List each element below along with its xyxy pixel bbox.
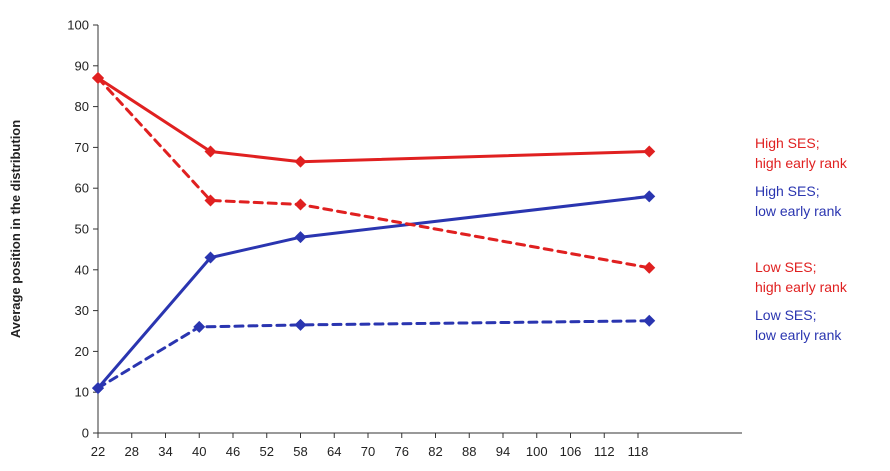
series-line	[96, 194, 651, 390]
series-line	[96, 76, 651, 270]
x-tick-label: 112	[594, 444, 615, 459]
data-point	[643, 145, 656, 158]
x-tick-label: 28	[125, 444, 139, 459]
series-label: Low SES; low early rank	[755, 307, 842, 343]
data-point	[643, 261, 656, 274]
data-point	[92, 382, 104, 395]
series-label: High SES; low early rank	[755, 183, 842, 219]
y-tick-label: 30	[75, 303, 89, 318]
y-axis-label: Average position in the distribution	[8, 120, 23, 338]
series-label-line: Low SES;	[755, 259, 816, 275]
series-label: High SES; high early rank	[755, 135, 848, 171]
y-tick-label: 100	[67, 18, 89, 33]
data-point	[643, 314, 656, 327]
y-tick-label: 70	[75, 140, 89, 155]
series-label-line: high early rank	[755, 155, 848, 171]
x-tick-label: 46	[226, 444, 240, 459]
axes: 0 10 20 30 40 50 60 70 80 90 100 22 28 34 40 46 52 58 64 70…	[67, 18, 742, 459]
data-point	[92, 72, 104, 85]
data-point	[193, 320, 206, 333]
y-tick-label: 80	[75, 99, 89, 114]
x-tick-label: 94	[496, 444, 510, 459]
x-tick-label: 64	[327, 444, 341, 459]
x-tick-label: 82	[428, 444, 442, 459]
data-point	[294, 198, 307, 211]
x-tick-label: 70	[361, 444, 375, 459]
series-line	[96, 319, 651, 390]
y-tick-label: 50	[75, 222, 89, 237]
x-tick-label: 52	[260, 444, 274, 459]
data-point	[294, 318, 307, 331]
series-label-line: High SES;	[755, 135, 820, 151]
data-point	[294, 231, 307, 244]
x-tick-label: 88	[462, 444, 476, 459]
x-tick-label: 22	[91, 444, 105, 459]
series-labels: High SES; high early rank High SES; low ear…	[755, 135, 848, 343]
series-label-line: High SES;	[755, 183, 820, 199]
series-label-line: Low SES;	[755, 307, 816, 323]
x-tick-label: 58	[293, 444, 307, 459]
data-point	[204, 251, 217, 264]
data-point	[204, 194, 217, 207]
data-point	[204, 145, 217, 158]
data-point	[643, 190, 656, 203]
y-tick-label: 10	[75, 385, 89, 400]
series-label: Low SES; high early rank	[755, 259, 848, 295]
series-label-line: low early rank	[755, 203, 842, 219]
series-label-line: low early rank	[755, 327, 842, 343]
series-line	[96, 76, 651, 164]
y-tick-label: 20	[75, 344, 89, 359]
x-tick-label: 76	[395, 444, 409, 459]
x-tick-label: 106	[560, 444, 582, 459]
data-point	[294, 155, 307, 168]
y-tick-label: 0	[82, 426, 89, 441]
y-tick-label: 40	[75, 262, 89, 277]
x-tick-label: 40	[192, 444, 206, 459]
y-tick-label: 90	[75, 58, 89, 73]
x-tick-label: 100	[526, 444, 548, 459]
series-group	[92, 72, 656, 395]
x-tick-label: 118	[628, 444, 649, 459]
x-tick-label: 34	[158, 444, 172, 459]
series-label-line: high early rank	[755, 279, 848, 295]
y-tick-label: 60	[75, 181, 89, 196]
